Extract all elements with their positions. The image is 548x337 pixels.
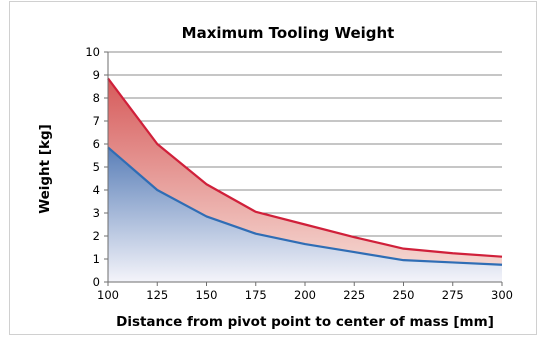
y-tick-label-7: 7: [93, 114, 100, 128]
x-tick-label-100: 100: [97, 288, 119, 302]
x-tick-label-150: 150: [196, 288, 218, 302]
y-tick-label-2: 2: [93, 229, 100, 243]
y-tick-label-10: 10: [85, 45, 100, 59]
y-tick-label-8: 8: [93, 91, 100, 105]
chart-title: Maximum Tooling Weight: [182, 24, 395, 42]
y-tick-labels: 0 1 2 3 4 5 6 7 8 9 10: [85, 45, 100, 289]
area-fills: [108, 78, 502, 282]
y-axis-title: Weight [kg]: [37, 124, 53, 214]
y-tick-label-1: 1: [93, 252, 100, 266]
series-line-2: [107, 146, 503, 266]
y-tick-label-6: 6: [93, 137, 100, 151]
y-tick-label-9: 9: [93, 68, 100, 82]
x-tick-labels: 100 125 150 175 200 225 250 275 300: [97, 288, 513, 302]
x-tick-label-300: 300: [491, 288, 513, 302]
axes: [104, 51, 503, 286]
x-tick-label-125: 125: [146, 288, 168, 302]
lower-area: [108, 147, 502, 282]
x-tick-label-275: 275: [442, 288, 464, 302]
x-tick-label-175: 175: [245, 288, 267, 302]
y-tick-label-0: 0: [93, 275, 100, 289]
upper-band-area: [108, 78, 502, 265]
y-tick-label-3: 3: [93, 206, 100, 220]
x-tick-label-225: 225: [343, 288, 365, 302]
x-tick-label-250: 250: [393, 288, 415, 302]
x-tick-label-200: 200: [294, 288, 316, 302]
x-axis-title: Distance from pivot point to center of m…: [116, 314, 494, 330]
y-tick-label-5: 5: [93, 160, 100, 174]
series-lines: [107, 77, 503, 266]
series-line-1: [107, 77, 503, 258]
y-tick-label-4: 4: [93, 183, 100, 197]
